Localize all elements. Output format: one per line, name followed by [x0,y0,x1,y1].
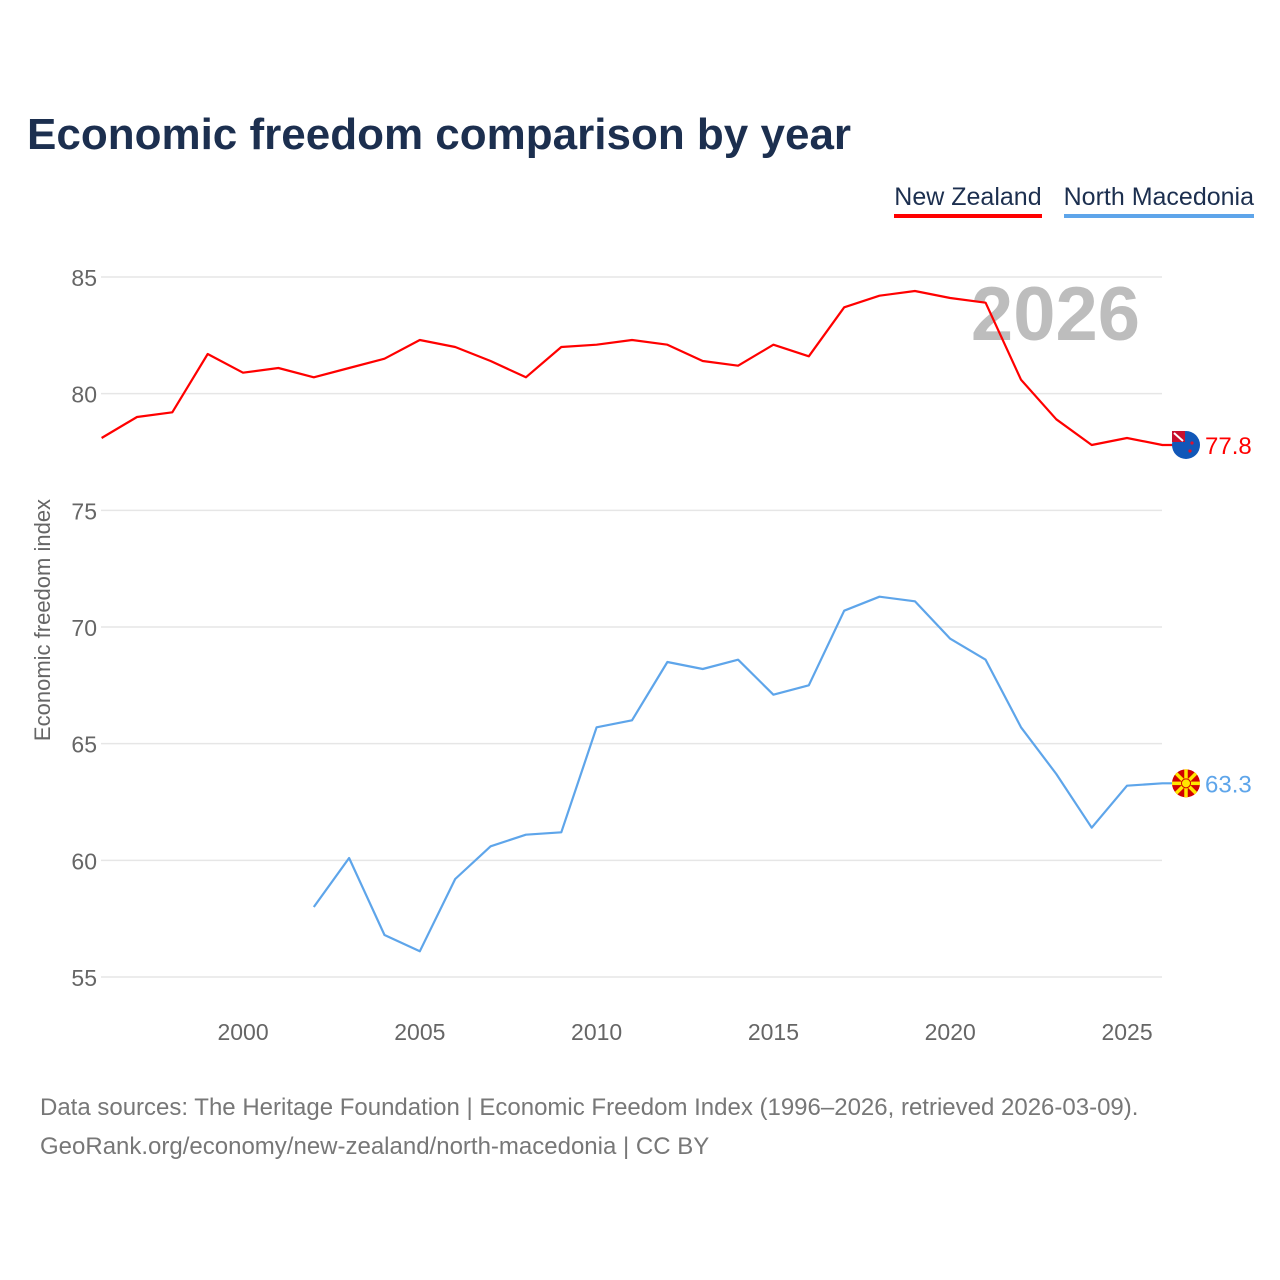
flag-star [1190,441,1194,445]
y-tick-label: 55 [71,965,97,991]
footer-line-1: Data sources: The Heritage Foundation | … [40,1094,1139,1121]
flag-star [1188,449,1192,453]
legend-item-new-zealand[interactable]: New Zealand [894,183,1042,218]
end-value-label: 63.3 [1205,771,1252,798]
x-tick-label: 2010 [571,1019,622,1045]
y-tick-label: 75 [71,498,97,524]
y-tick-label: 80 [71,382,97,408]
flag-cross [1173,432,1184,442]
x-tick-label: 2000 [217,1019,268,1045]
x-tick-label: 2020 [925,1019,976,1045]
end-value-label: 77.8 [1205,433,1252,460]
y-tick-label: 85 [71,265,97,291]
y-tick-label: 70 [71,615,97,641]
legend: New Zealand North Macedonia [894,183,1254,218]
series-line-north-macedonia [312,595,1174,953]
flag-sun [1181,778,1191,789]
series-line-new-zealand [101,289,1174,447]
x-tick-label: 2025 [1101,1019,1152,1045]
x-tick-label: 2005 [394,1019,445,1045]
y-tick-label: 60 [71,848,97,874]
y-tick-label: 65 [71,732,97,758]
legend-item-north-macedonia[interactable]: North Macedonia [1063,183,1254,218]
y-axis-label: Economic freedom index [30,499,55,741]
footer-line-2: GeoRank.org/economy/new-zealand/north-ma… [40,1133,710,1160]
x-tick-label: 2015 [748,1019,799,1045]
footer-source: Data sources: The Heritage Foundation | … [40,1088,1138,1166]
chart-title: Economic freedom comparison by year [27,110,852,159]
year-watermark: 2026 [971,272,1140,357]
